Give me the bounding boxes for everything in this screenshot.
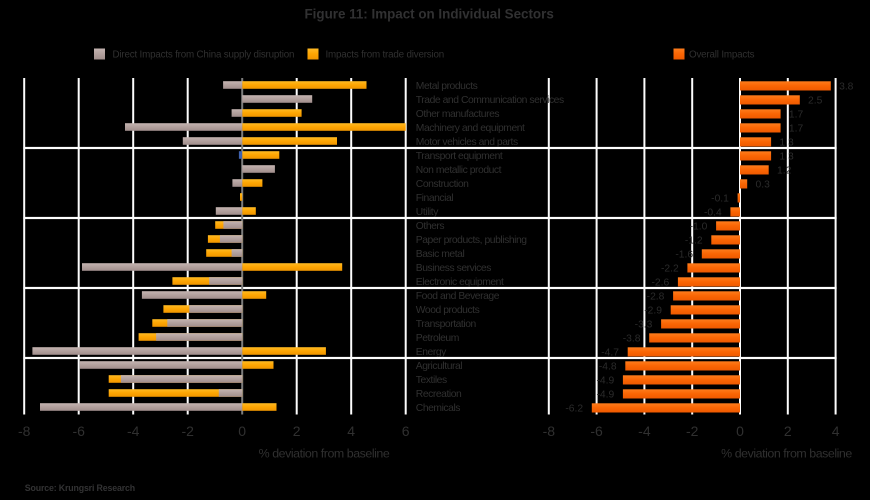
svg-text:0.3: 0.3 xyxy=(756,179,771,190)
svg-text:Energy: Energy xyxy=(416,347,447,358)
svg-text:Business services: Business services xyxy=(416,263,491,274)
svg-text:-2: -2 xyxy=(181,423,194,439)
svg-text:-6: -6 xyxy=(590,423,603,439)
svg-text:-4.9: -4.9 xyxy=(596,389,614,400)
svg-text:Paper products, publishing: Paper products, publishing xyxy=(416,235,527,246)
svg-text:-8: -8 xyxy=(18,423,31,439)
svg-text:Electronic equipment: Electronic equipment xyxy=(416,277,504,288)
svg-text:-4.8: -4.8 xyxy=(599,361,617,372)
svg-text:-8: -8 xyxy=(543,423,556,439)
svg-text:Trade and Communication servic: Trade and Communication services xyxy=(416,95,564,106)
svg-text:Recreation: Recreation xyxy=(416,389,462,400)
svg-text:1.2: 1.2 xyxy=(777,165,792,176)
svg-text:0: 0 xyxy=(238,423,246,439)
svg-text:-6.2: -6.2 xyxy=(565,403,583,414)
svg-text:2.5: 2.5 xyxy=(808,95,823,106)
svg-text:-2.8: -2.8 xyxy=(647,291,665,302)
svg-text:-0.4: -0.4 xyxy=(704,207,722,218)
svg-text:Transportation: Transportation xyxy=(416,319,477,330)
svg-text:Direct Impacts from China supp: Direct Impacts from China supply disrupt… xyxy=(113,50,295,61)
svg-text:% deviation from baseline: % deviation from baseline xyxy=(259,446,390,460)
svg-text:Food and Beverage: Food and Beverage xyxy=(416,291,500,302)
svg-text:-3.3: -3.3 xyxy=(635,319,653,330)
svg-text:% deviation from baseline: % deviation from baseline xyxy=(721,446,852,460)
svg-text:-3.8: -3.8 xyxy=(623,333,641,344)
svg-text:-6: -6 xyxy=(72,423,85,439)
svg-text:Construction: Construction xyxy=(416,179,469,190)
svg-text:-2: -2 xyxy=(686,423,699,439)
svg-text:1.3: 1.3 xyxy=(779,151,794,162)
svg-text:4: 4 xyxy=(347,423,355,439)
svg-text:Basic metal: Basic metal xyxy=(416,249,465,260)
svg-text:Chemicals: Chemicals xyxy=(416,403,461,414)
svg-text:Wood products: Wood products xyxy=(416,305,480,316)
svg-text:Agricultural: Agricultural xyxy=(416,361,462,372)
svg-text:0: 0 xyxy=(736,423,744,439)
svg-text:-2.2: -2.2 xyxy=(661,263,679,274)
svg-text:1.7: 1.7 xyxy=(789,109,804,120)
svg-text:-2.9: -2.9 xyxy=(644,305,662,316)
svg-text:-4: -4 xyxy=(638,423,651,439)
svg-text:Source: Krungsri Research: Source: Krungsri Research xyxy=(25,483,135,493)
svg-text:Figure 11: Impact on Individua: Figure 11: Impact on Individual Sectors xyxy=(305,7,554,22)
svg-text:-1.0: -1.0 xyxy=(690,221,708,232)
svg-text:1.3: 1.3 xyxy=(779,137,794,148)
svg-text:Transport equipment: Transport equipment xyxy=(416,151,503,162)
svg-text:Motor vehicles and parts: Motor vehicles and parts xyxy=(416,137,518,148)
svg-text:Metal products: Metal products xyxy=(416,81,478,92)
svg-text:2: 2 xyxy=(293,423,301,439)
svg-text:-1.2: -1.2 xyxy=(685,235,703,246)
svg-text:6: 6 xyxy=(402,423,410,439)
svg-text:Utility: Utility xyxy=(416,207,439,218)
svg-text:2: 2 xyxy=(784,423,792,439)
svg-text:Machinery and equipment: Machinery and equipment xyxy=(416,123,525,134)
svg-text:3.8: 3.8 xyxy=(839,81,854,92)
svg-text:4: 4 xyxy=(832,423,840,439)
svg-text:Overall Impacts: Overall Impacts xyxy=(689,50,755,61)
svg-text:-4.9: -4.9 xyxy=(596,375,614,386)
svg-text:1.7: 1.7 xyxy=(789,123,804,134)
svg-text:-4.7: -4.7 xyxy=(601,347,619,358)
svg-text:Financial: Financial xyxy=(416,193,453,204)
svg-text:-0.1: -0.1 xyxy=(711,193,729,204)
svg-text:-2.6: -2.6 xyxy=(651,277,669,288)
svg-text:Other manufactures: Other manufactures xyxy=(416,109,500,120)
svg-text:Non metallic product: Non metallic product xyxy=(416,165,502,176)
svg-text:Petroleum: Petroleum xyxy=(416,333,459,344)
svg-text:Textiles: Textiles xyxy=(416,375,447,386)
svg-text:Others: Others xyxy=(416,221,445,232)
svg-text:Impacts from trade diversion: Impacts from trade diversion xyxy=(326,50,445,61)
svg-text:-1.6: -1.6 xyxy=(675,249,693,260)
svg-text:-4: -4 xyxy=(127,423,140,439)
